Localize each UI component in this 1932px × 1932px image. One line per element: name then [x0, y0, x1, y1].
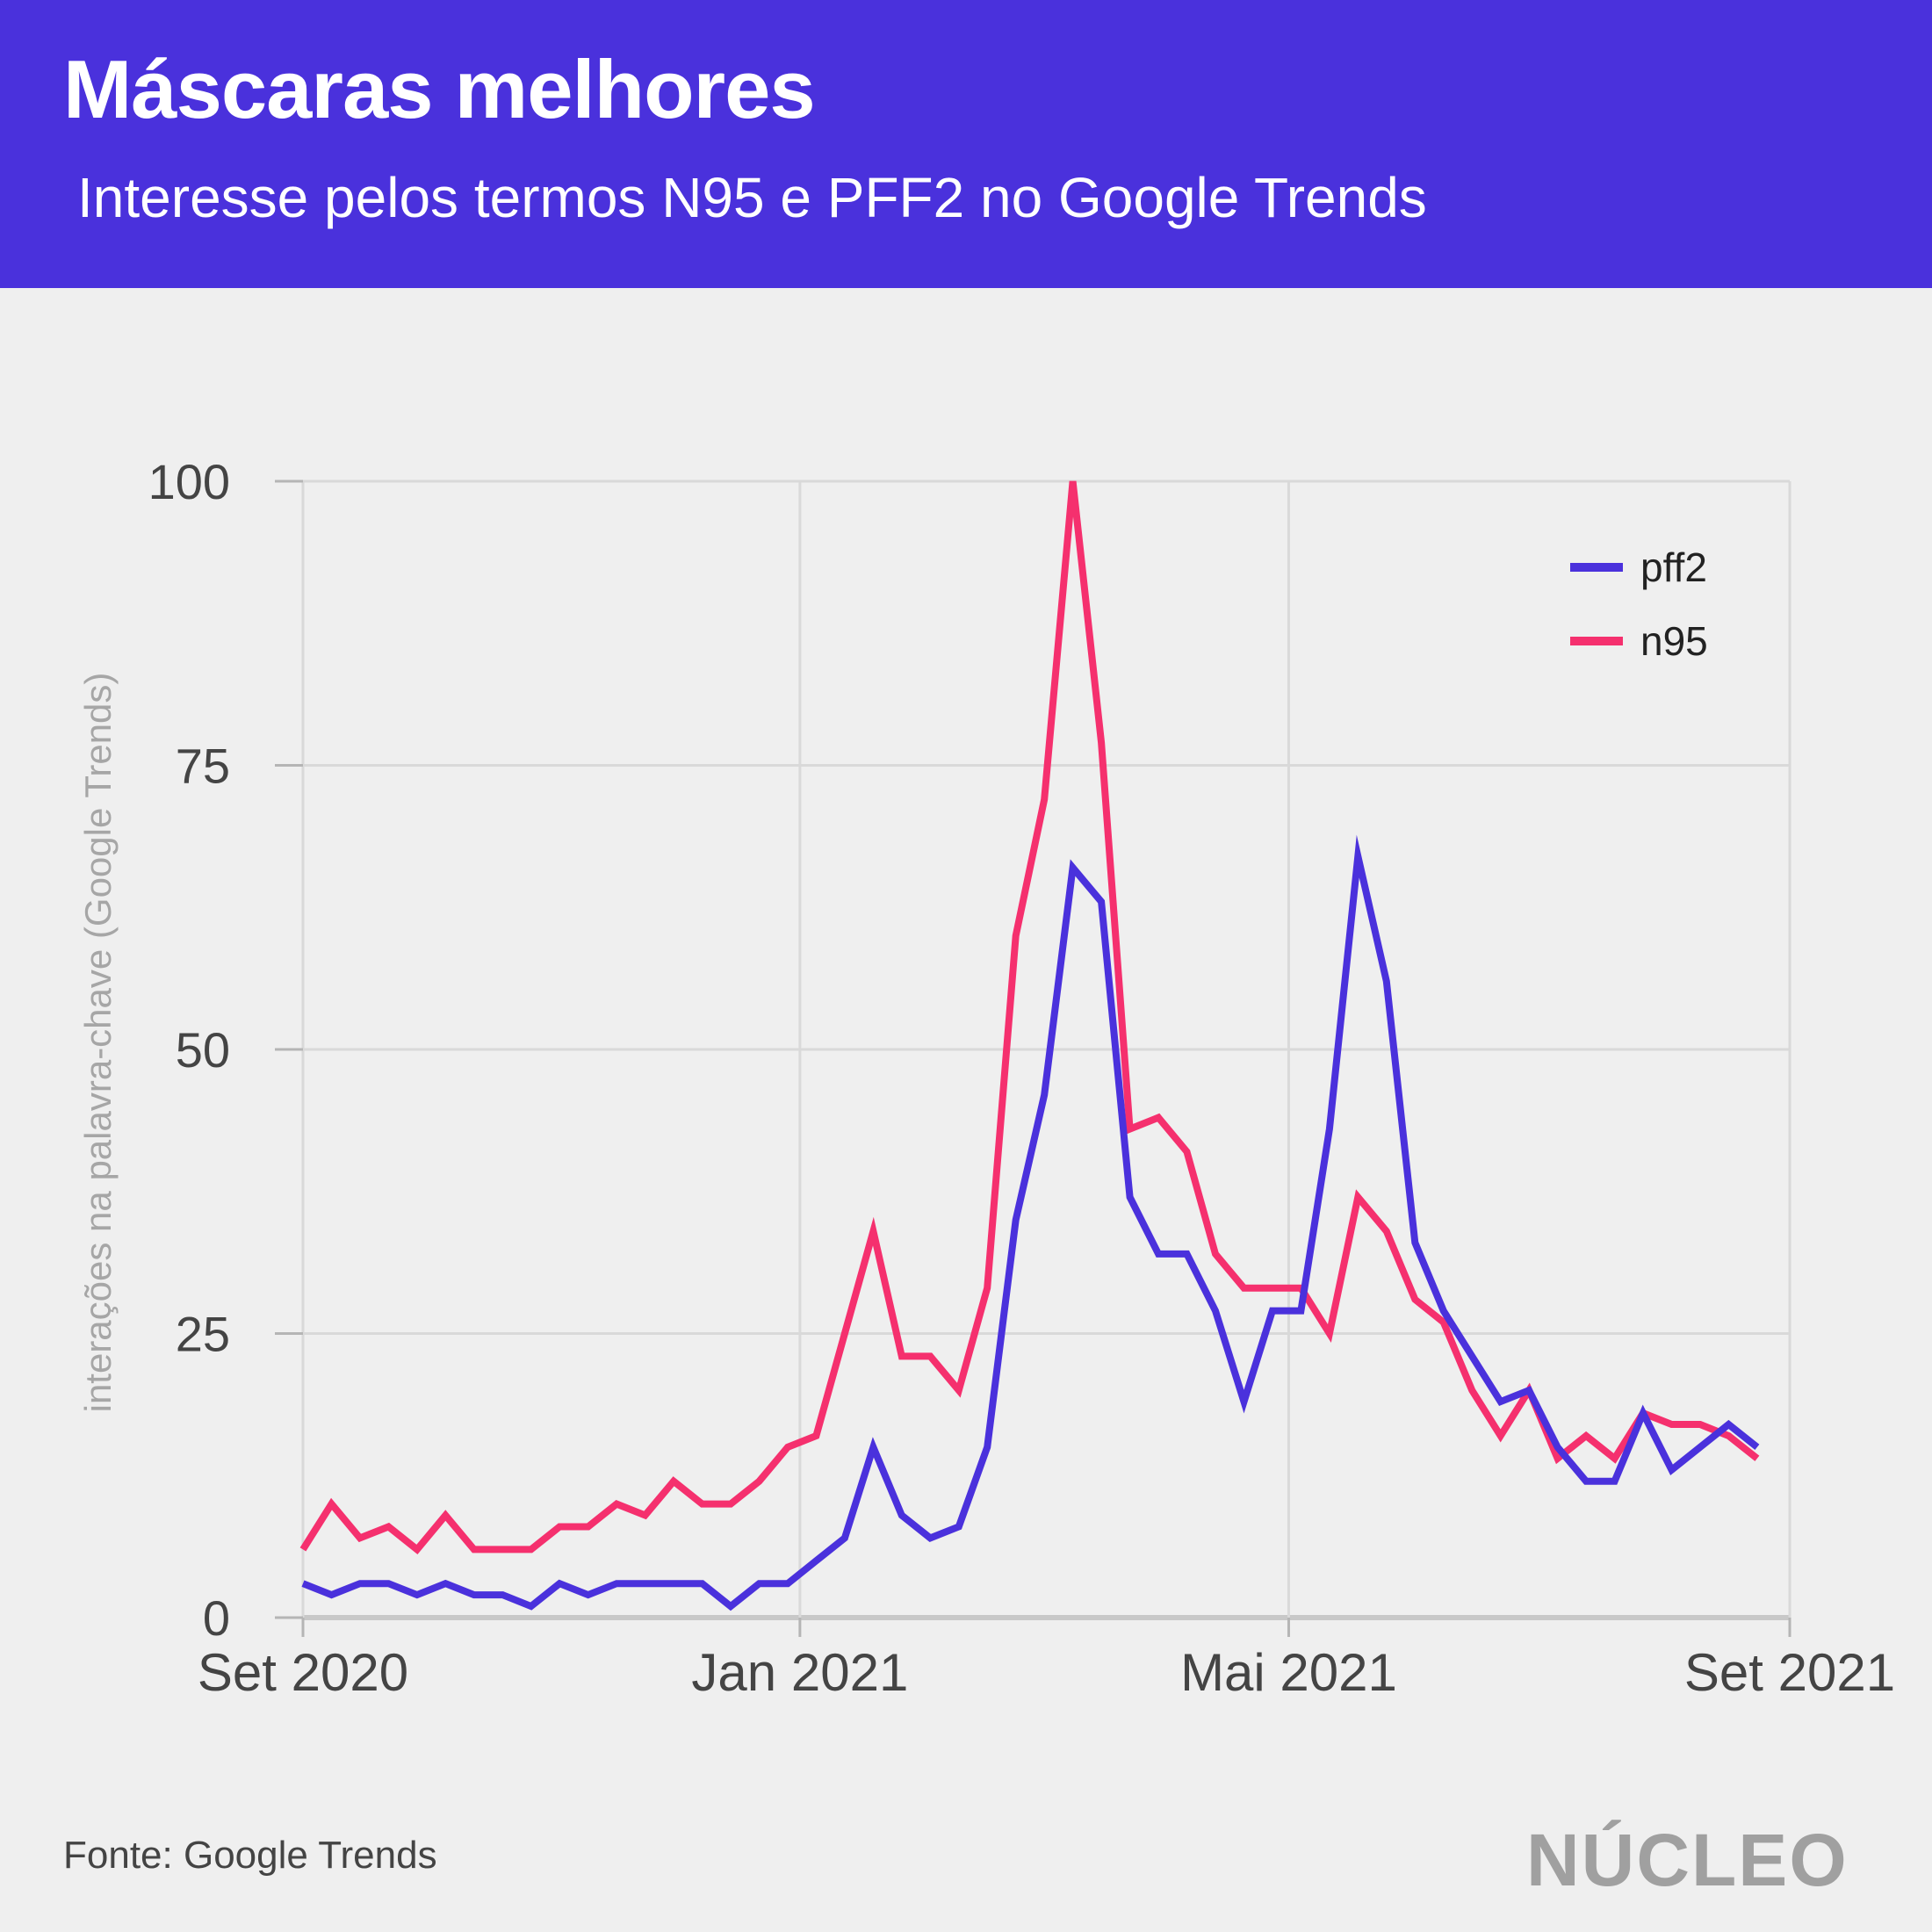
- legend: pff2 n95: [1570, 544, 1708, 664]
- y-tick-label: 0: [203, 1590, 230, 1646]
- x-tick-label: Jan 2021: [691, 1643, 908, 1702]
- header-banner: Máscaras melhores Interesse pelos termos…: [0, 0, 1932, 288]
- series-line-pff2: [301, 834, 1760, 1611]
- source-note: Fonte: Google Trends: [63, 1834, 437, 1877]
- x-tick-label: Mai 2021: [1180, 1643, 1397, 1702]
- nucleo-logo: NÚCLEO: [1526, 1819, 1849, 1901]
- x-tick-label: Set 2021: [1684, 1643, 1895, 1702]
- chart-subtitle: Interesse pelos termos N95 e PFF2 no Goo…: [77, 166, 1427, 229]
- y-axis: 0 25 50 75 100: [148, 454, 303, 1646]
- y-tick-label: 100: [148, 454, 230, 509]
- y-tick-label: 50: [176, 1022, 230, 1078]
- y-tick-label: 25: [176, 1307, 230, 1362]
- y-axis-label: interações na palavra-chave (Google Tren…: [77, 673, 119, 1413]
- x-axis: Set 2020 Jan 2021 Mai 2021 Set 2021: [198, 1618, 1895, 1702]
- x-tick-label: Set 2020: [198, 1643, 408, 1702]
- series-line-n95: [299, 480, 1760, 1554]
- chart-title: Máscaras melhores: [63, 43, 816, 135]
- legend-label-n95: n95: [1640, 618, 1708, 664]
- series-lines: [299, 480, 1760, 1611]
- legend-label-pff2: pff2: [1640, 544, 1707, 590]
- y-tick-label: 75: [176, 739, 230, 794]
